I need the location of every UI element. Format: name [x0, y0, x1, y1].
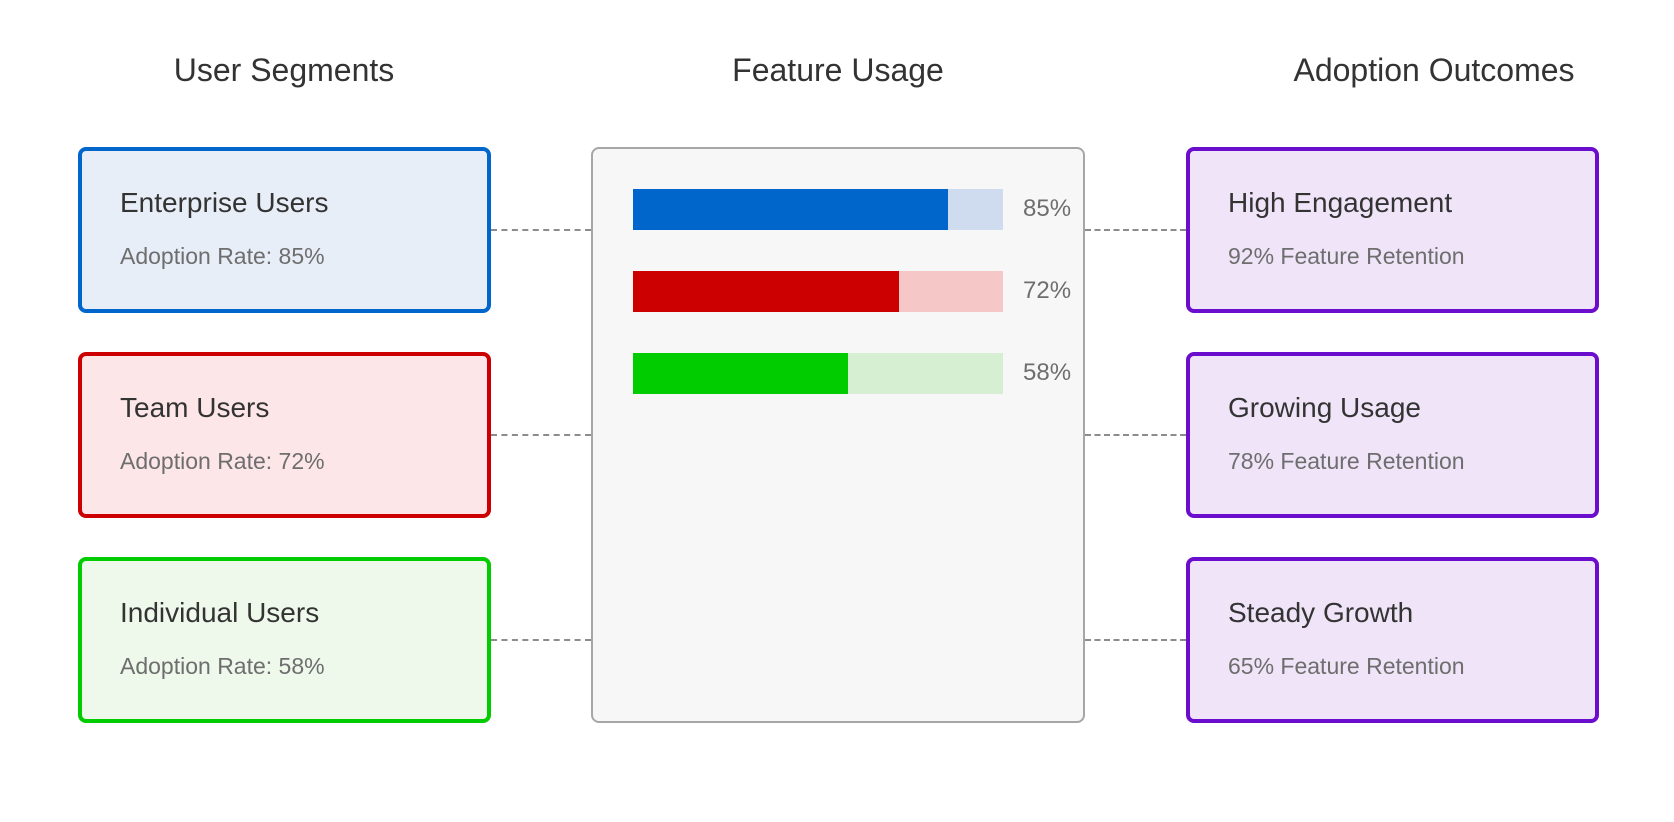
outcome-retention: 78% Feature Retention [1228, 448, 1465, 474]
segment-adoption-rate: Adoption Rate: 58% [120, 653, 325, 679]
usage-bar-label-1: 85% [1023, 195, 1072, 222]
segment-adoption-rate: Adoption Rate: 85% [120, 243, 325, 269]
usage-bar-track-1 [633, 189, 1003, 230]
feature-usage-panel: 85% 72% 58% [591, 147, 1085, 723]
outcome-box-steady-growth: Steady Growth 65% Feature Retention [1186, 557, 1599, 723]
segment-adoption-rate: Adoption Rate: 72% [120, 448, 325, 474]
connector-right-3 [1085, 639, 1186, 641]
outcome-retention: 92% Feature Retention [1228, 243, 1465, 269]
usage-bar-label-2: 72% [1023, 277, 1072, 304]
feature-usage-title: Feature Usage [732, 52, 944, 88]
outcome-name: Growing Usage [1228, 392, 1421, 423]
connector-right-1 [1085, 229, 1186, 231]
segment-name: Enterprise Users [120, 187, 329, 218]
outcome-name: Steady Growth [1228, 597, 1414, 628]
outcome-retention: 65% Feature Retention [1228, 653, 1465, 679]
outcome-box-growing-usage: Growing Usage 78% Feature Retention [1186, 352, 1599, 518]
connector-left-1 [491, 229, 591, 231]
usage-bar-track-2 [633, 271, 1003, 312]
usage-bar-fill-2 [633, 271, 900, 312]
segment-box-enterprise: Enterprise Users Adoption Rate: 85% [78, 147, 491, 313]
connector-left-2 [491, 434, 591, 436]
adoption-outcomes-title: Adoption Outcomes [1293, 52, 1575, 88]
outcome-box-high-engagement: High Engagement 92% Feature Retention [1186, 147, 1599, 313]
usage-bar-fill-3 [633, 353, 848, 394]
segment-box-team: Team Users Adoption Rate: 72% [78, 352, 491, 518]
connector-left-3 [491, 639, 591, 641]
usage-bar-label-3: 58% [1023, 359, 1072, 386]
usage-bar-fill-1 [633, 189, 948, 230]
user-segments-title: User Segments [173, 52, 395, 88]
segment-name: Individual Users [120, 597, 320, 628]
outcome-name: High Engagement [1228, 187, 1453, 218]
usage-bar-track-3 [633, 353, 1003, 394]
connector-right-2 [1085, 434, 1186, 436]
segment-box-individual: Individual Users Adoption Rate: 58% [78, 557, 491, 723]
segment-name: Team Users [120, 392, 270, 423]
